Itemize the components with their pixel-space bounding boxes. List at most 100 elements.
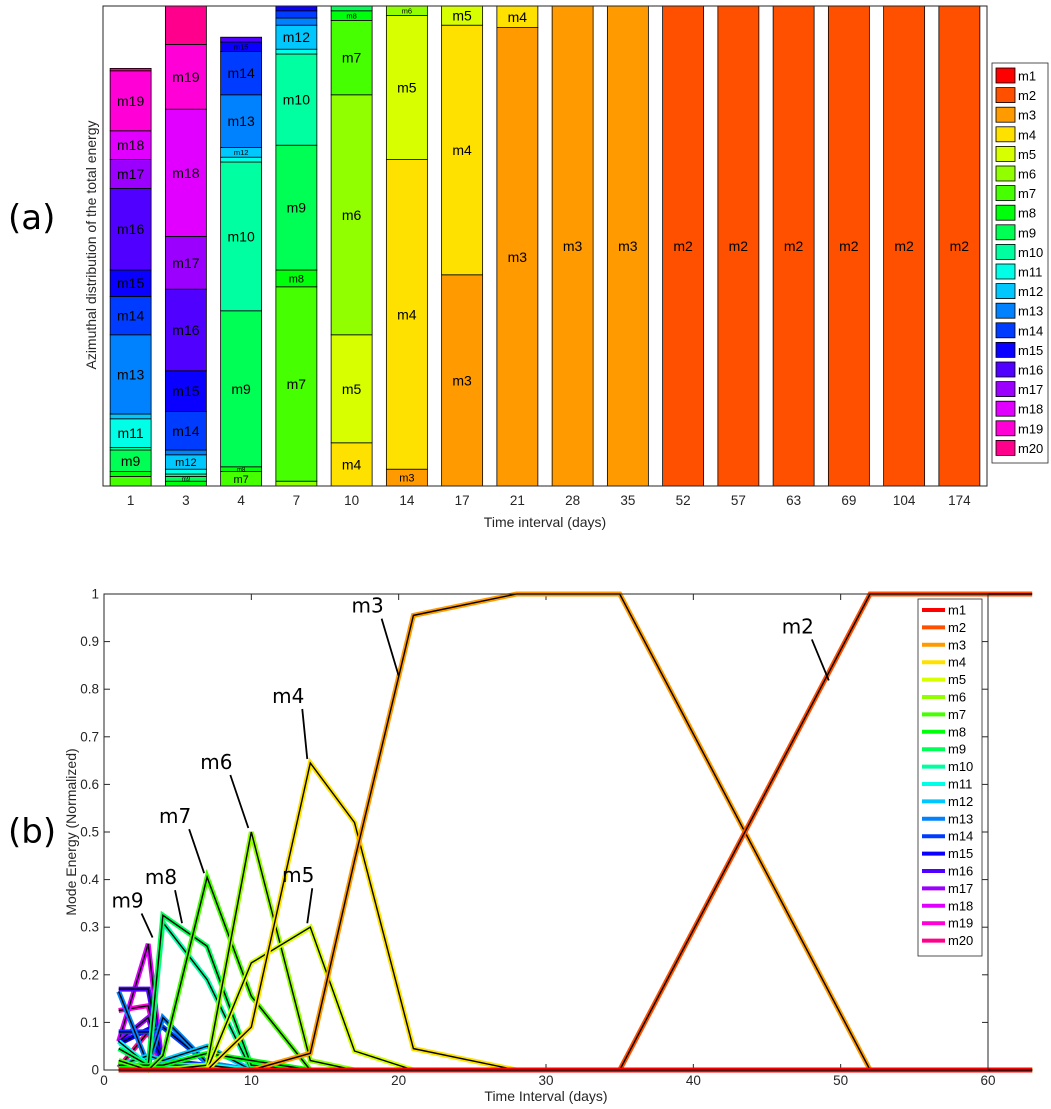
x-tick-label: 3 bbox=[182, 493, 190, 508]
segment-label-21-m4: m4 bbox=[508, 9, 528, 25]
legend-swatch-m11 bbox=[995, 263, 1016, 280]
y-tick-label: 0 bbox=[91, 1063, 99, 1078]
bar-segment-1-m12 bbox=[109, 413, 152, 420]
stacked-bar-chart: m9m11m13m14m15m16m17m18m19m9m12m14m15m16… bbox=[83, 5, 1049, 530]
x-tick-label: 20 bbox=[391, 1073, 406, 1088]
annotation-leader-m6 bbox=[229, 774, 250, 829]
bar-segment-7-m12 bbox=[275, 24, 318, 50]
bar-stacks: m9 m11 m13 m14 m15 m16 m17 m18 m19 m9 m12 m14 m15 m16… bbox=[109, 5, 981, 487]
segment-label-3-m9: m9 bbox=[182, 477, 191, 483]
x-tick-label: 104 bbox=[893, 493, 916, 508]
bar-segment-3-m19 bbox=[164, 44, 207, 110]
legend-label-m7: m7 bbox=[948, 707, 966, 722]
segment-label-14-m4: m4 bbox=[397, 306, 417, 322]
legend-label-m8: m8 bbox=[1018, 206, 1036, 221]
segment-label-4-m14: m14 bbox=[228, 65, 255, 81]
legend-label-m20: m20 bbox=[948, 933, 973, 948]
y-tick-label: 0.4 bbox=[80, 872, 99, 887]
y-tick-label: 0.3 bbox=[80, 920, 99, 935]
annotation-label-m9: m9 bbox=[111, 888, 143, 912]
segment-label-4-m12: m12 bbox=[234, 148, 249, 157]
y-axis-title-b: Mode Energy (Normalized) bbox=[63, 748, 79, 915]
bar-segment-7-m7 bbox=[275, 286, 318, 482]
segment-label-14-m5: m5 bbox=[397, 80, 417, 96]
segment-label-17-m3: m3 bbox=[452, 372, 472, 388]
legend-label-m3: m3 bbox=[1018, 108, 1036, 123]
annotation-label-m2: m2 bbox=[782, 614, 814, 638]
axes-b: 0 10 20 30 40 50 60 0 0.1 0.2 0.3 0.4 0.5 0.6 0.7 0.8 0.… bbox=[80, 587, 995, 1089]
segment-label-10-m6: m6 bbox=[342, 207, 362, 223]
segment-label-4-m15: m15 bbox=[234, 43, 249, 52]
annotation-leader-m5 bbox=[306, 888, 314, 924]
plot-frame-a bbox=[102, 5, 988, 487]
bar-segment-1-m13 bbox=[109, 334, 152, 415]
bar-stack-28: m3 bbox=[551, 5, 594, 487]
segment-label-104-m2: m2 bbox=[894, 238, 914, 254]
legend-label-m14: m14 bbox=[1018, 323, 1043, 338]
annotation-leader-m3 bbox=[380, 618, 400, 676]
legend-label-m15: m15 bbox=[948, 846, 973, 861]
segment-label-7-m8: m8 bbox=[289, 273, 304, 285]
segment-label-14-m3: m3 bbox=[399, 473, 414, 485]
x-axis-title-b: Time Interval (days) bbox=[484, 1088, 607, 1104]
annotation-label-m5: m5 bbox=[282, 863, 314, 887]
annotation-leader-m8 bbox=[174, 890, 183, 924]
legend-swatch-m8 bbox=[995, 204, 1016, 221]
segment-label-3-m15: m15 bbox=[172, 383, 199, 399]
x-tick-label: 60 bbox=[980, 1073, 995, 1088]
bar-segment-7-m13 bbox=[275, 17, 318, 26]
legend-swatch-m20 bbox=[995, 439, 1016, 456]
annotation-leader-m7 bbox=[188, 828, 205, 874]
x-tick-label: 0 bbox=[100, 1073, 108, 1088]
bar-segment-1-m8 bbox=[109, 471, 152, 477]
bar-segment-104-m2 bbox=[883, 5, 926, 487]
y-axis-title-a: Azimuthal distribution of the total ener… bbox=[83, 120, 99, 369]
x-tick-label: 57 bbox=[731, 493, 746, 508]
annotation-label-m8: m8 bbox=[145, 865, 177, 889]
segment-label-4-m7: m7 bbox=[233, 474, 248, 486]
legend-label-m8: m8 bbox=[948, 724, 966, 739]
legend-label-m16: m16 bbox=[1018, 363, 1043, 378]
bar-stack-17: m3 m4 m5 bbox=[441, 5, 484, 487]
legend-label-m19: m19 bbox=[1018, 421, 1043, 436]
x-axis-title-a: Time interval (days) bbox=[484, 514, 606, 530]
x-tick-label: 30 bbox=[538, 1073, 553, 1088]
bar-segment-7-m14 bbox=[275, 10, 318, 19]
legend-label-m9: m9 bbox=[948, 742, 966, 757]
segment-label-21-m3: m3 bbox=[508, 249, 528, 265]
segment-label-4-m8: m8 bbox=[237, 467, 246, 473]
bar-segment-14-m5 bbox=[385, 15, 428, 161]
x-tick-label: 40 bbox=[686, 1073, 701, 1088]
y-tick-label: 0.5 bbox=[80, 825, 99, 840]
segment-label-3-m18: m18 bbox=[172, 165, 199, 181]
bar-stack-63: m2 bbox=[772, 5, 815, 487]
bar-stack-14: m3 m4 m5 m6 bbox=[385, 5, 428, 487]
legend-label-m11: m11 bbox=[948, 777, 972, 792]
y-tick-label: 1 bbox=[91, 587, 99, 602]
legend-label-m12: m12 bbox=[1018, 284, 1043, 299]
bar-segment-3-m15 bbox=[164, 370, 207, 412]
bar-segment-3-m14 bbox=[164, 411, 207, 451]
bar-segment-1-m17 bbox=[109, 159, 152, 189]
segment-label-10-m7: m7 bbox=[342, 50, 362, 66]
segment-label-63-m2: m2 bbox=[784, 238, 804, 254]
bar-segment-3-m11 bbox=[164, 468, 207, 475]
legend-label-m4: m4 bbox=[1018, 127, 1036, 142]
bar-stack-10: m4 m5 m6 m7 m8 bbox=[330, 5, 373, 487]
legend-label-m18: m18 bbox=[1018, 402, 1043, 417]
bar-stack-69: m2 bbox=[827, 5, 870, 487]
legend-label-m1: m1 bbox=[948, 603, 966, 618]
bar-stack-21: m3 m4 bbox=[496, 5, 539, 487]
x-tick-label: 63 bbox=[786, 493, 801, 508]
bar-stack-174: m2 bbox=[938, 5, 981, 487]
segment-label-10-m5: m5 bbox=[342, 381, 362, 397]
legend-box-b bbox=[917, 598, 983, 957]
segment-label-35-m3: m3 bbox=[618, 238, 638, 254]
legend-swatch-m19 bbox=[995, 420, 1016, 437]
bar-segment-7-m9 bbox=[275, 144, 318, 271]
segment-label-174-m2: m2 bbox=[950, 238, 970, 254]
x-tick-label: 50 bbox=[833, 1073, 848, 1088]
legend-label-m14: m14 bbox=[948, 829, 973, 844]
y-tick-label: 0.1 bbox=[80, 1015, 99, 1030]
